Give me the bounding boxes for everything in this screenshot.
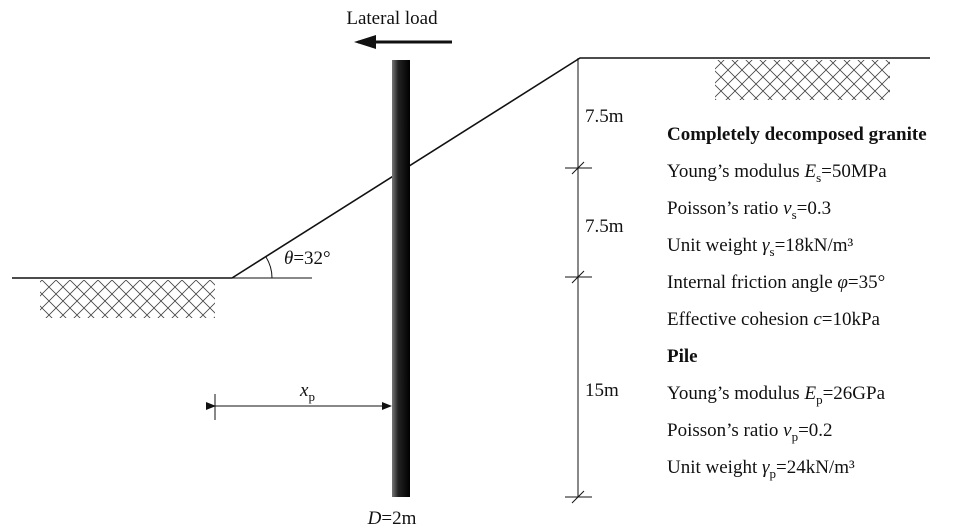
load-arrowhead	[354, 35, 376, 49]
property-label: Unit weight	[667, 457, 762, 478]
section-title: Completely decomposed granite	[667, 124, 927, 145]
property-symbol: φ	[837, 272, 848, 293]
property-label: Young’s modulus	[667, 383, 804, 404]
property-label: Poisson’s ratio	[667, 198, 783, 219]
property: Poisson’s ratio νs=0.3	[667, 198, 831, 222]
pile	[392, 60, 410, 497]
property-symbol: E	[803, 161, 816, 182]
properties: Completely decomposed granite Young’s mod…	[667, 124, 927, 481]
hatch-right	[715, 60, 890, 100]
property-value: =10kPa	[822, 309, 881, 330]
property: Internal friction angle φ=35°	[667, 272, 885, 293]
offset-label: xp	[299, 380, 315, 404]
property-value: =24kN/m³	[776, 457, 855, 478]
property-label: Unit weight	[667, 235, 762, 256]
hatch-left	[40, 280, 215, 318]
dim-label: 7.5m	[585, 106, 624, 127]
dim-label: 7.5m	[585, 216, 624, 237]
property-value: =0.3	[797, 198, 831, 219]
dim-label: 15m	[585, 380, 619, 401]
property-label: Poisson’s ratio	[667, 420, 783, 441]
property-label: Internal friction angle	[667, 272, 837, 293]
property: Unit weight γp=24kN/m³	[667, 457, 855, 481]
property: Young’s modulus Ep=26GPa	[667, 383, 886, 407]
diameter-label: D=2m	[367, 508, 417, 529]
property-symbol: E	[803, 383, 816, 404]
diagram: θ=32° Lateral load D=2m xp 7.5m 7.5m 15m…	[0, 0, 976, 531]
property-label: Young’s modulus	[667, 161, 804, 182]
angle-arc	[266, 257, 272, 278]
property: Unit weight γs=18kN/m³	[667, 235, 854, 259]
property: Poisson’s ratio vp=0.2	[667, 420, 833, 444]
property-value: =26GPa	[823, 383, 886, 404]
load-label: Lateral load	[346, 8, 438, 29]
property: Young’s modulus Es=50MPa	[667, 161, 887, 185]
property-value: =35°	[848, 272, 885, 293]
property-label: Effective cohesion	[667, 309, 813, 330]
property: Effective cohesion c=10kPa	[667, 309, 881, 330]
property-value: =50MPa	[821, 161, 887, 182]
property-value: =0.2	[798, 420, 832, 441]
section-title: Pile	[667, 346, 698, 367]
angle-label: θ=32°	[284, 248, 331, 269]
property-value: =18kN/m³	[775, 235, 854, 256]
